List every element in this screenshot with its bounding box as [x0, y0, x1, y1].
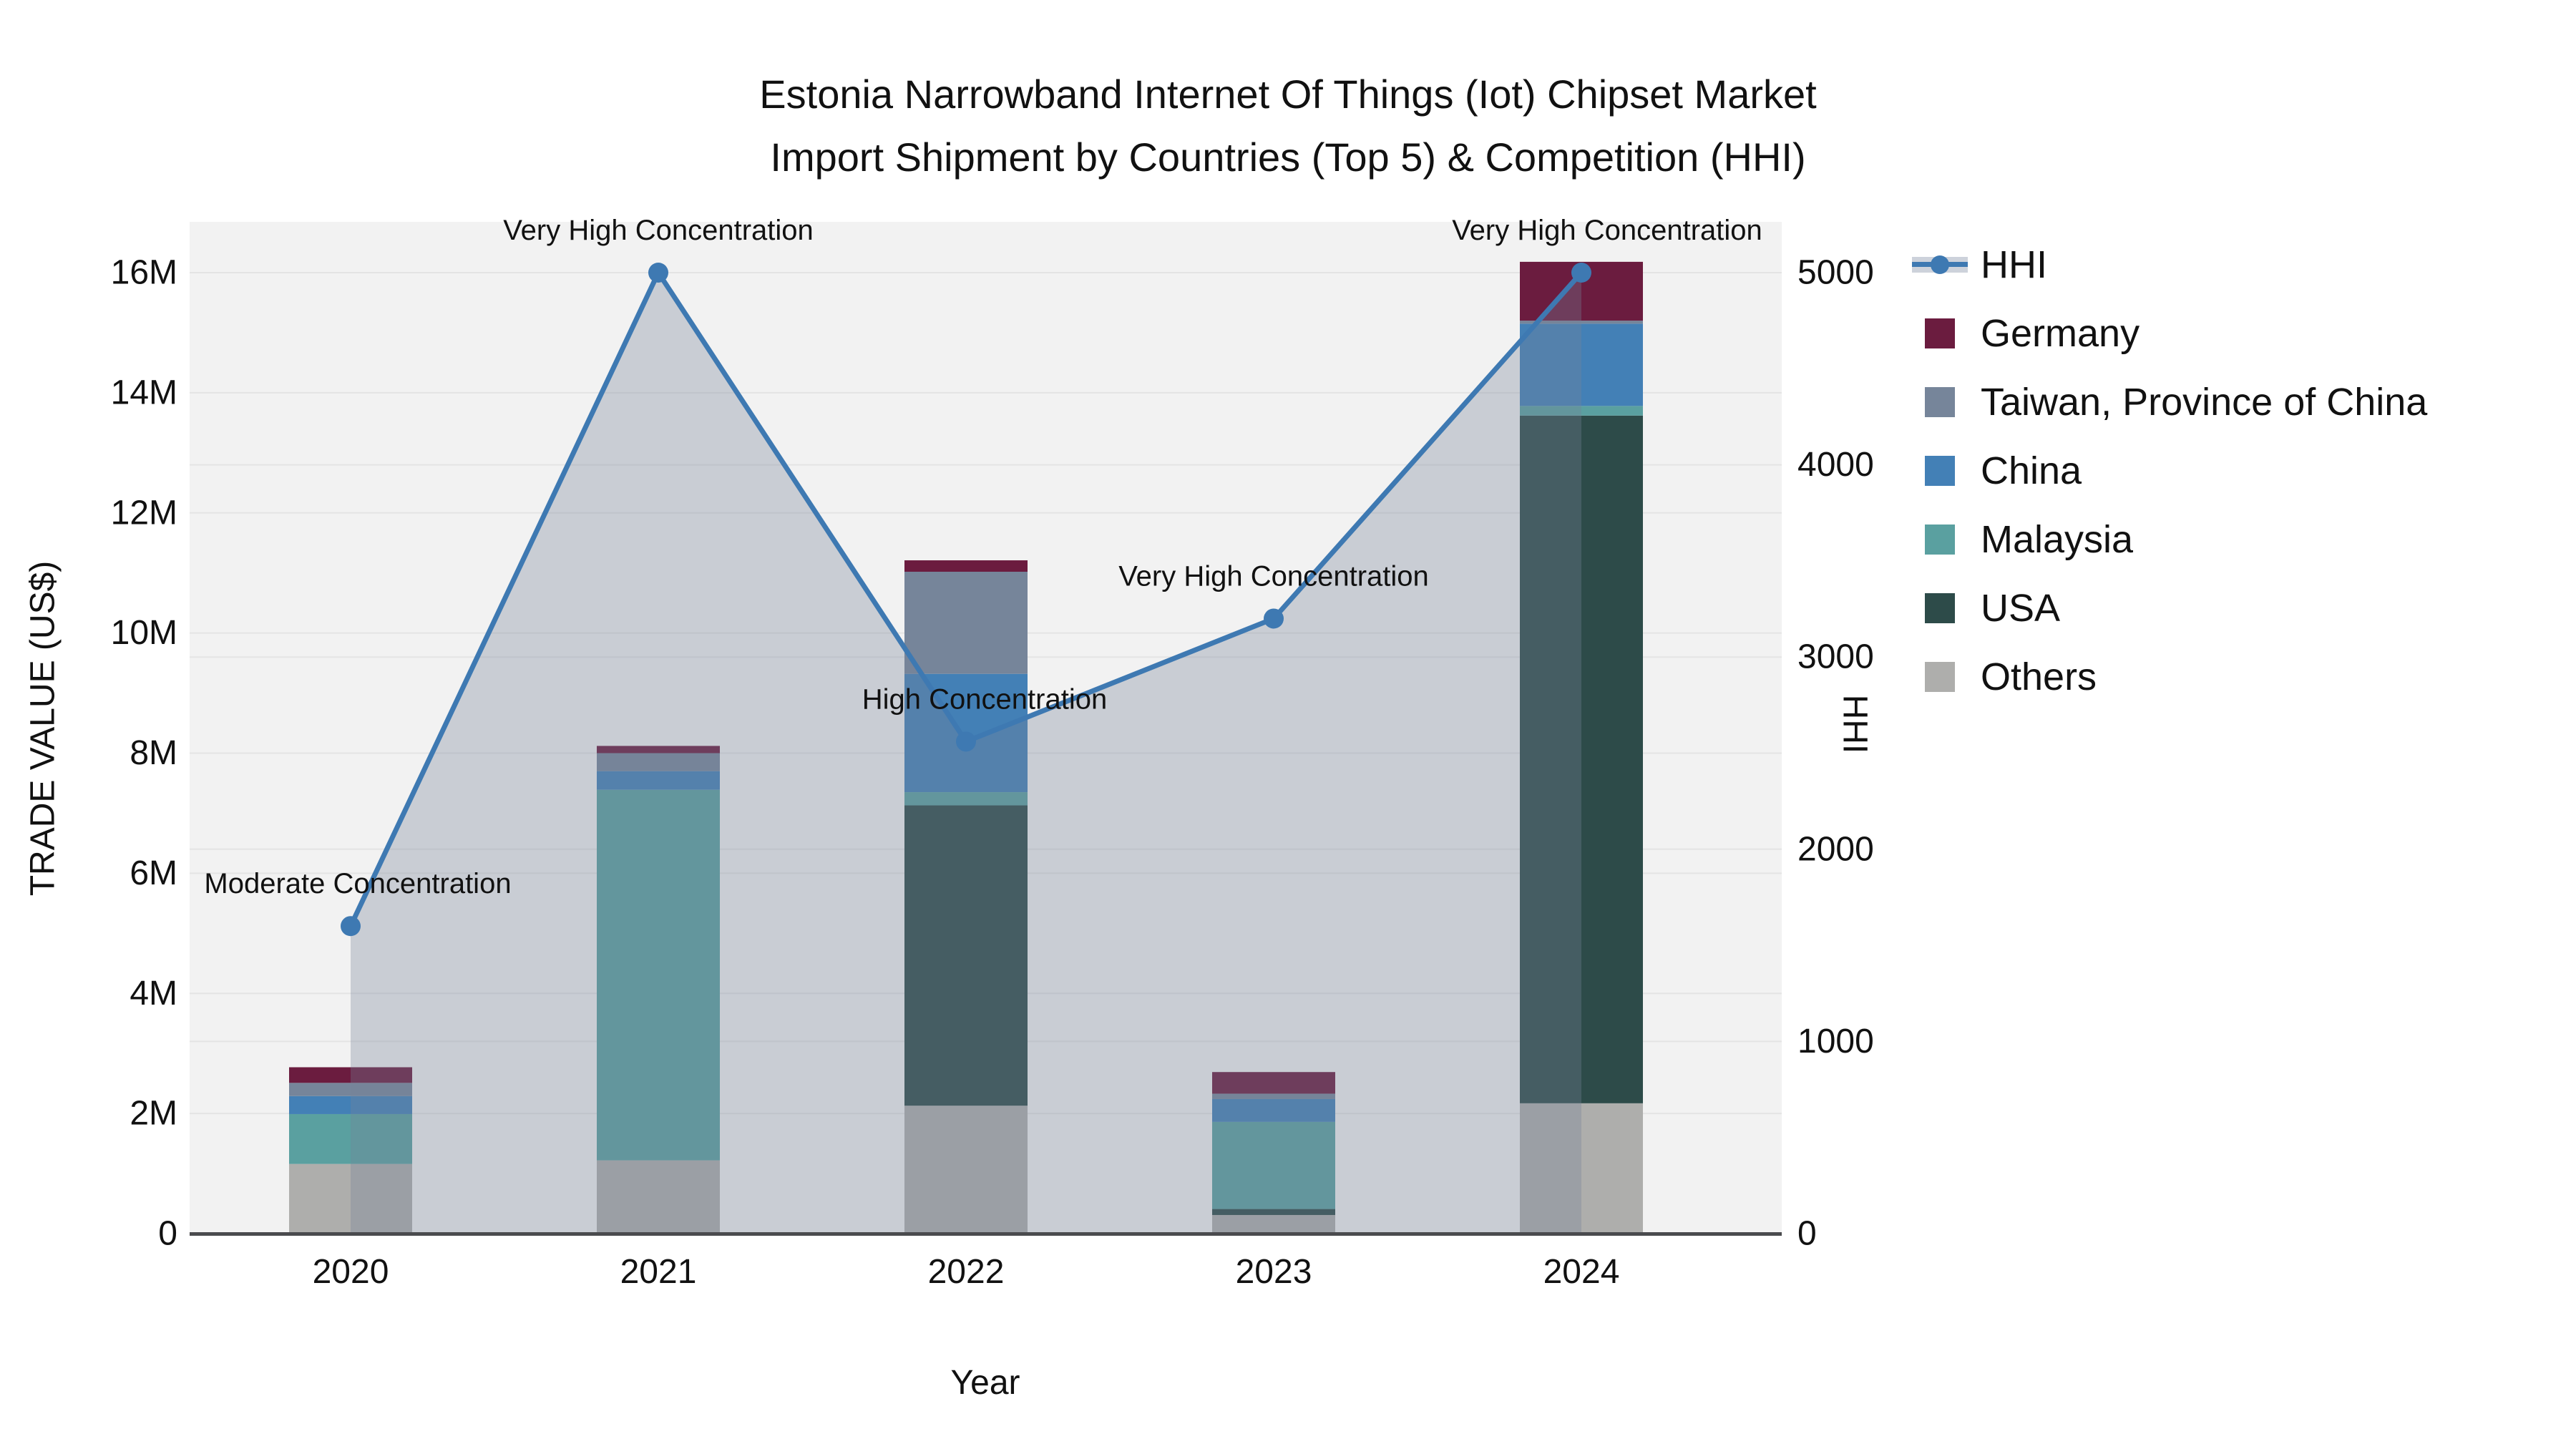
bar-2024-china[interactable]: [1520, 323, 1643, 406]
x-tick-2021: 2021: [620, 1253, 697, 1291]
legend-item-usa[interactable]: USA: [1925, 574, 2427, 643]
y-right-tick-1000: 1000: [1797, 1023, 1874, 1060]
bar-2022-others[interactable]: [904, 1106, 1028, 1234]
legend-swatch-icon: [1925, 593, 1955, 623]
legend-item-label: USA: [1981, 587, 2061, 630]
x-axis-line: [190, 1232, 1782, 1236]
y-right-tick-2000: 2000: [1797, 830, 1874, 868]
y-left-tick-4M: 4M: [130, 975, 177, 1013]
y-left-tick-10M: 10M: [111, 614, 177, 652]
bar-2023-usa[interactable]: [1212, 1209, 1335, 1215]
legend-item-label: China: [1981, 449, 2082, 492]
y-left-tick-8M: 8M: [130, 734, 177, 772]
bar-2020-china[interactable]: [289, 1096, 412, 1114]
hhi-line-swatch-icon: [1912, 250, 1968, 280]
bar-2021-germany[interactable]: [597, 746, 720, 753]
bar-2022-usa[interactable]: [904, 805, 1028, 1106]
legend: HHI Germany Taiwan, Province of China China…: [1912, 230, 2427, 711]
bar-2024-taiwan-province-of-china[interactable]: [1520, 321, 1643, 324]
bar-2024-malaysia[interactable]: [1520, 406, 1643, 416]
legend-swatch-icon: [1925, 456, 1955, 486]
x-tick-2020: 2020: [313, 1253, 389, 1291]
legend-swatch-icon: [1925, 525, 1955, 555]
hhi-area-fill: [351, 273, 1581, 1234]
bar-2024-usa[interactable]: [1520, 415, 1643, 1103]
y-right-tick-3000: 3000: [1797, 638, 1874, 676]
x-axis-title: Year: [950, 1364, 1020, 1402]
y-left-axis-title: TRADE VALUE (US$): [24, 560, 62, 897]
y-left-tick-16M: 16M: [111, 254, 177, 292]
legend-item-china[interactable]: China: [1925, 436, 2427, 505]
bar-2020-malaysia[interactable]: [289, 1113, 412, 1164]
y-left-tick-14M: 14M: [111, 374, 177, 411]
bar-2021-china[interactable]: [597, 771, 720, 790]
hhi-marker-2021[interactable]: [648, 263, 668, 283]
bar-2023-malaysia[interactable]: [1212, 1121, 1335, 1209]
annotation-2024: Very High Concentration: [1452, 215, 1762, 246]
annotation-2020: Moderate Concentration: [204, 868, 511, 899]
legend-item-germany[interactable]: Germany: [1925, 299, 2427, 368]
bar-2020-germany[interactable]: [289, 1067, 412, 1083]
legend-swatch-icon: [1925, 318, 1955, 348]
bar-2021-taiwan-province-of-china[interactable]: [597, 753, 720, 771]
bar-2022-malaysia[interactable]: [904, 792, 1028, 806]
legend-item-label: Others: [1981, 655, 2097, 698]
annotation-2023: Very High Concentration: [1118, 560, 1429, 592]
y-right-tick-5000: 5000: [1797, 254, 1874, 292]
legend-item-taiwan-province-of-china[interactable]: Taiwan, Province of China: [1925, 368, 2427, 436]
hhi-marker-2023[interactable]: [1264, 608, 1284, 629]
annotation-2022: High Concentration: [862, 683, 1107, 715]
legend-item-hhi[interactable]: HHI: [1912, 230, 2427, 299]
hhi-marker-2022[interactable]: [956, 731, 976, 752]
chart-title-line2: Import Shipment by Countries (Top 5) & C…: [770, 135, 1806, 180]
x-tick-2022: 2022: [928, 1253, 1005, 1291]
bar-2023-taiwan-province-of-china[interactable]: [1212, 1093, 1335, 1099]
bars: [289, 261, 1643, 1234]
bar-2023-germany[interactable]: [1212, 1072, 1335, 1094]
bar-2023-china[interactable]: [1212, 1098, 1335, 1122]
legend-item-label: Malaysia: [1981, 518, 2134, 561]
bar-2022-taiwan-province-of-china[interactable]: [904, 572, 1028, 674]
y-right-axis-title: HHI: [1835, 694, 1874, 754]
legend-swatch-icon: [1925, 387, 1955, 417]
legend-swatch-icon: [1925, 662, 1955, 692]
y-left-tick-2M: 2M: [130, 1095, 177, 1133]
y-left-tick-0: 0: [158, 1215, 177, 1253]
y-right-tick-4000: 4000: [1797, 446, 1874, 484]
legend-item-label: Germany: [1981, 312, 2140, 355]
y-left-tick-6M: 6M: [130, 854, 177, 892]
bar-2024-others[interactable]: [1520, 1103, 1643, 1234]
y-right-tick-0: 0: [1797, 1215, 1817, 1253]
hhi-marker-2024[interactable]: [1571, 263, 1591, 283]
x-tick-2024: 2024: [1543, 1253, 1620, 1291]
legend-item-others[interactable]: Others: [1925, 643, 2427, 711]
y-left-tick-12M: 12M: [111, 494, 177, 532]
legend-item-malaysia[interactable]: Malaysia: [1925, 505, 2427, 574]
bar-2023-others[interactable]: [1212, 1214, 1335, 1234]
x-tick-2023: 2023: [1236, 1253, 1312, 1291]
bar-2021-others[interactable]: [597, 1160, 720, 1234]
chart-title: Estonia Narrowband Internet Of Things (I…: [0, 63, 2576, 189]
bar-2022-germany[interactable]: [904, 560, 1028, 572]
hhi-marker-2020[interactable]: [341, 916, 361, 937]
legend-item-label: HHI: [1981, 243, 2047, 286]
chart-title-line1: Estonia Narrowband Internet Of Things (I…: [759, 72, 1817, 117]
bar-2021-malaysia[interactable]: [597, 789, 720, 1161]
tick-labels: 0 2M 4M 6M 8M 10M 12M 14M 16M 0 1000 2000 3000 4000 50…: [111, 254, 1874, 1292]
bar-2020-others[interactable]: [289, 1163, 412, 1234]
bar-2020-taiwan-province-of-china[interactable]: [289, 1083, 412, 1096]
annotation-2021: Very High Concentration: [503, 215, 814, 246]
legend-item-label: Taiwan, Province of China: [1981, 381, 2428, 424]
